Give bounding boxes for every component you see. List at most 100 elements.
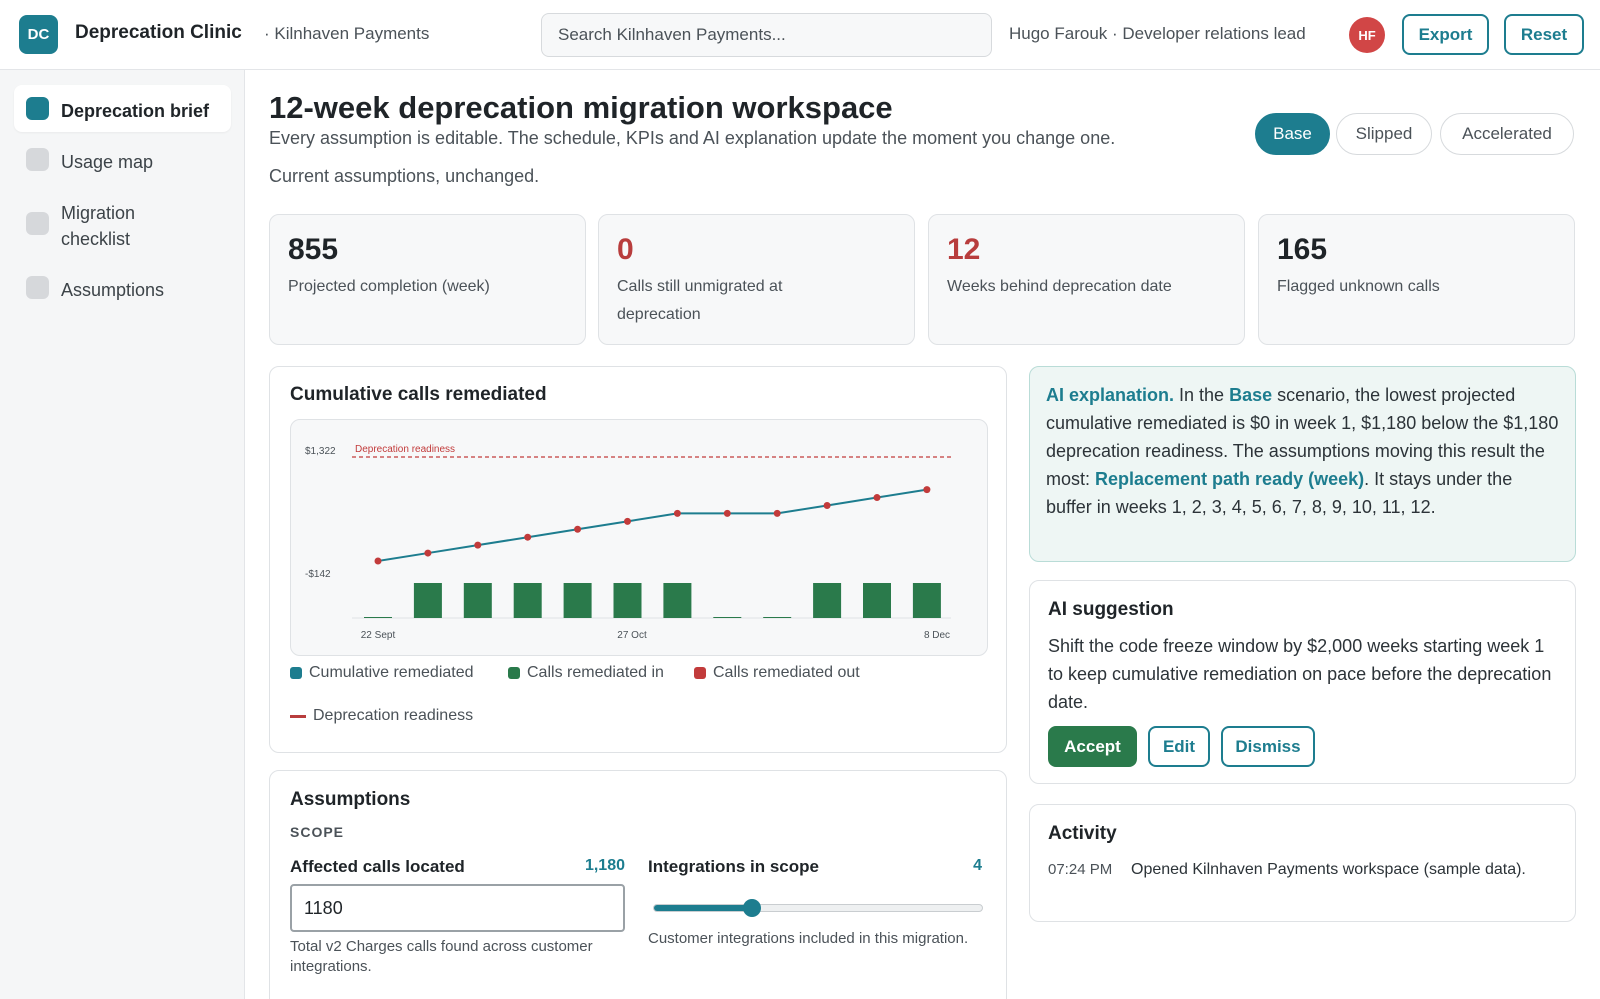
nav-square-icon xyxy=(26,212,49,235)
legend-label: Deprecation readiness xyxy=(313,707,474,724)
integrations-slider-track[interactable] xyxy=(653,899,983,917)
chart-area: Deprecation readiness $1,322 -$142 22 Se… xyxy=(290,419,988,656)
point-cumulative xyxy=(374,557,382,565)
bar-calls-in xyxy=(813,583,842,618)
nav-square-icon xyxy=(26,97,49,120)
affected-calls-label: Affected calls located xyxy=(290,857,465,876)
point-cumulative xyxy=(823,501,831,509)
point-cumulative xyxy=(574,525,582,533)
scenario-base-pill[interactable]: Base xyxy=(1255,113,1330,155)
page-subtitle: Every assumption is editable. The schedu… xyxy=(269,128,1116,148)
point-cumulative xyxy=(673,509,681,517)
page-title: 12-week deprecation migration workspace xyxy=(269,90,893,125)
assumptions-card: Assumptions SCOPE Affected calls located… xyxy=(269,770,1007,999)
chart-card: Cumulative calls remediated Deprecation … xyxy=(269,366,1007,753)
integrations-slider-thumb[interactable] xyxy=(743,899,762,917)
kpi-calls-unmigrated: 0 Calls still unmigrated at deprecation xyxy=(598,214,915,345)
kpi-value: 855 xyxy=(288,233,339,266)
integrations-help: Customer integrations included in this m… xyxy=(648,930,969,947)
sidebar-item-migration-checklist[interactable]: Migration checklist xyxy=(14,187,231,261)
nav-square-icon xyxy=(26,276,49,299)
main-content: 12-week deprecation migration workspace … xyxy=(245,70,1600,999)
reset-button[interactable]: Reset xyxy=(1504,14,1584,55)
affected-calls-value: 1,180 xyxy=(584,857,625,874)
ai-explanation-text: . It stays under the buffer in weeks 1, … xyxy=(1046,469,1513,517)
line-cumulative-remediated xyxy=(377,488,928,562)
export-button[interactable]: Export xyxy=(1402,14,1489,55)
legend-label: Cumulative remediated xyxy=(309,664,474,681)
point-cumulative xyxy=(873,494,881,502)
kpi-label: Weeks behind deprecation date xyxy=(947,278,1172,295)
page-status: Current assumptions, unchanged. xyxy=(269,166,540,186)
sidebar: Deprecation brief Usage map Migration ch… xyxy=(0,70,245,999)
kpi-projected-completion: 855 Projected completion (week) xyxy=(269,214,586,345)
ai-explanation-lead: AI explanation. xyxy=(1046,385,1175,405)
legend-label: Calls remediated in xyxy=(527,664,664,681)
ai-explanation-text: scenario, the lowest projected cumulativ… xyxy=(1046,385,1559,489)
integrations-slider-fill xyxy=(654,905,753,911)
sidebar-item-label: Deprecation brief xyxy=(61,101,210,121)
x-tick-label: 22 Sept xyxy=(361,630,396,641)
app-logo: DC xyxy=(19,15,58,54)
bar-calls-in xyxy=(513,583,542,618)
point-cumulative xyxy=(474,541,482,549)
sidebar-item-label: Migration checklist xyxy=(61,203,136,249)
bar-calls-in xyxy=(663,583,692,618)
bar-calls-in xyxy=(413,583,442,618)
bar-calls-in xyxy=(912,583,941,618)
legend-label: Calls remediated out xyxy=(713,664,860,681)
point-cumulative xyxy=(923,486,931,494)
dismiss-button[interactable]: Dismiss xyxy=(1221,726,1315,767)
accept-button[interactable]: Accept xyxy=(1048,726,1137,767)
kpi-label: Calls still unmigrated at deprecation xyxy=(617,278,783,323)
user-name-role: Hugo Farouk · Developer relations lead xyxy=(1009,24,1306,43)
bar-calls-in xyxy=(613,583,642,618)
search-input[interactable] xyxy=(541,13,992,57)
legend-readiness: Deprecation readiness xyxy=(290,707,473,725)
point-cumulative xyxy=(624,517,631,525)
integrations-value: 4 xyxy=(973,857,982,874)
affected-calls-input[interactable] xyxy=(290,884,625,932)
top-bar: DC Deprecation Clinic · Kilnhaven Paymen… xyxy=(0,0,1600,70)
scenario-accelerated-pill[interactable]: Accelerated xyxy=(1440,113,1574,155)
point-cumulative xyxy=(723,509,731,517)
ai-explanation-driver[interactable]: Replacement path ready (week) xyxy=(1095,469,1365,489)
ai-suggestion-title: AI suggestion xyxy=(1048,599,1174,620)
sidebar-item-usage-map[interactable]: Usage map xyxy=(14,136,231,183)
workspace-name: · Kilnhaven Payments xyxy=(264,24,430,43)
sidebar-item-deprecation-brief[interactable]: Deprecation brief xyxy=(14,85,231,132)
activity-time: 07:24 PM xyxy=(1048,861,1113,878)
legend-swatch xyxy=(694,667,706,679)
legend-calls-out: Calls remediated out xyxy=(694,664,860,682)
legend-cumulative: Cumulative remediated xyxy=(290,664,474,682)
integrations-label: Integrations in scope xyxy=(648,857,819,876)
x-tick-label: 27 Oct xyxy=(617,630,647,641)
legend-calls-in: Calls remediated in xyxy=(508,664,664,682)
scenario-slipped-pill[interactable]: Slipped xyxy=(1336,113,1432,155)
legend-line-swatch xyxy=(290,714,306,718)
ai-suggestion-card: AI suggestion Shift the code freeze wind… xyxy=(1029,580,1576,784)
kpi-flagged-unknown: 165 Flagged unknown calls xyxy=(1258,214,1575,345)
kpi-value: 12 xyxy=(947,233,981,266)
edit-button[interactable]: Edit xyxy=(1148,726,1210,767)
affected-calls-help: Total v2 Charges calls found across cust… xyxy=(290,938,593,975)
kpi-label: Flagged unknown calls xyxy=(1277,278,1440,295)
kpi-value: 165 xyxy=(1277,233,1328,266)
kpi-label: Projected completion (week) xyxy=(288,278,490,295)
y-tick-label: $1,322 xyxy=(305,446,336,457)
legend-swatch xyxy=(290,667,302,679)
ai-suggestion-text: Shift the code freeze window by $2,000 w… xyxy=(1048,636,1552,712)
avatar[interactable]: HF xyxy=(1349,17,1385,53)
ai-explanation-text: In the xyxy=(1174,385,1230,405)
ai-explanation-scenario: Base xyxy=(1229,385,1273,405)
nav-square-icon xyxy=(26,148,49,171)
threshold-label: Deprecation readiness xyxy=(355,444,455,455)
kpi-value: 0 xyxy=(617,233,634,266)
sidebar-item-assumptions[interactable]: Assumptions xyxy=(14,264,231,311)
assumptions-title: Assumptions xyxy=(290,789,411,810)
sidebar-item-label: Assumptions xyxy=(61,280,165,300)
activity-card: Activity 07:24 PM Opened Kilnhaven Payme… xyxy=(1029,804,1576,922)
sidebar-item-label: Usage map xyxy=(61,152,154,172)
assumptions-section-label: SCOPE xyxy=(290,824,345,840)
activity-text: Opened Kilnhaven Payments workspace (sam… xyxy=(1131,861,1526,878)
